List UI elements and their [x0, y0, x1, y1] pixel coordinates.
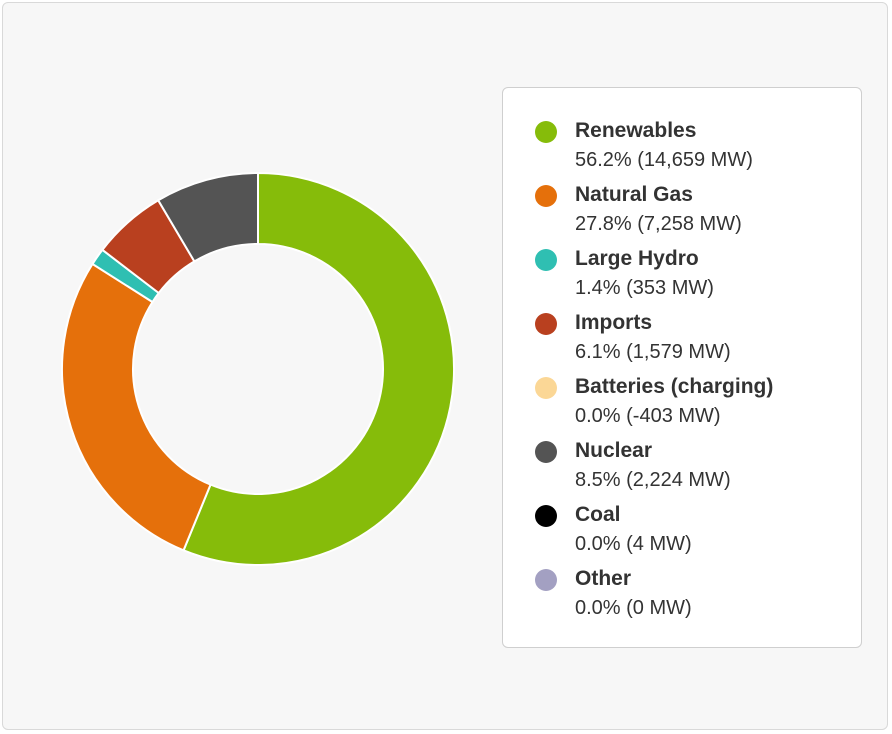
legend-label: Imports: [575, 311, 653, 334]
slice-renewables[interactable]: [182, 171, 455, 566]
slice-natural-gas[interactable]: [61, 262, 212, 552]
legend-swatch: [535, 505, 557, 527]
legend-label: Batteries (charging): [575, 375, 774, 398]
legend-swatch: [535, 377, 557, 399]
legend-label: Nuclear: [575, 439, 653, 462]
legend-swatch: [535, 185, 557, 207]
donut-chart: [61, 171, 455, 566]
legend-value: 1.4% (353 MW): [575, 277, 714, 299]
legend-label: Natural Gas: [575, 183, 693, 206]
legend-label: Other: [575, 567, 632, 590]
legend-value: 56.2% (14,659 MW): [575, 149, 753, 171]
legend-swatch: [535, 121, 557, 143]
legend-swatch: [535, 249, 557, 271]
legend-value: 0.0% (0 MW): [575, 597, 692, 619]
legend-swatch: [535, 441, 557, 463]
legend-swatch: [535, 313, 557, 335]
legend-value: 0.0% (4 MW): [575, 533, 692, 555]
legend-value: 0.0% (-403 MW): [575, 405, 721, 427]
legend-label: Renewables: [575, 119, 697, 142]
legend-value: 27.8% (7,258 MW): [575, 213, 742, 235]
legend-value: 6.1% (1,579 MW): [575, 341, 731, 363]
legend-label: Coal: [575, 503, 621, 526]
legend-swatch: [535, 569, 557, 591]
chart-legend: Renewables 56.2% (14,659 MW) Natural Gas 27…: [502, 87, 862, 648]
legend-value: 8.5% (2,224 MW): [575, 469, 731, 491]
legend-label: Large Hydro: [575, 247, 699, 270]
slice-nuclear[interactable]: [156, 171, 259, 263]
